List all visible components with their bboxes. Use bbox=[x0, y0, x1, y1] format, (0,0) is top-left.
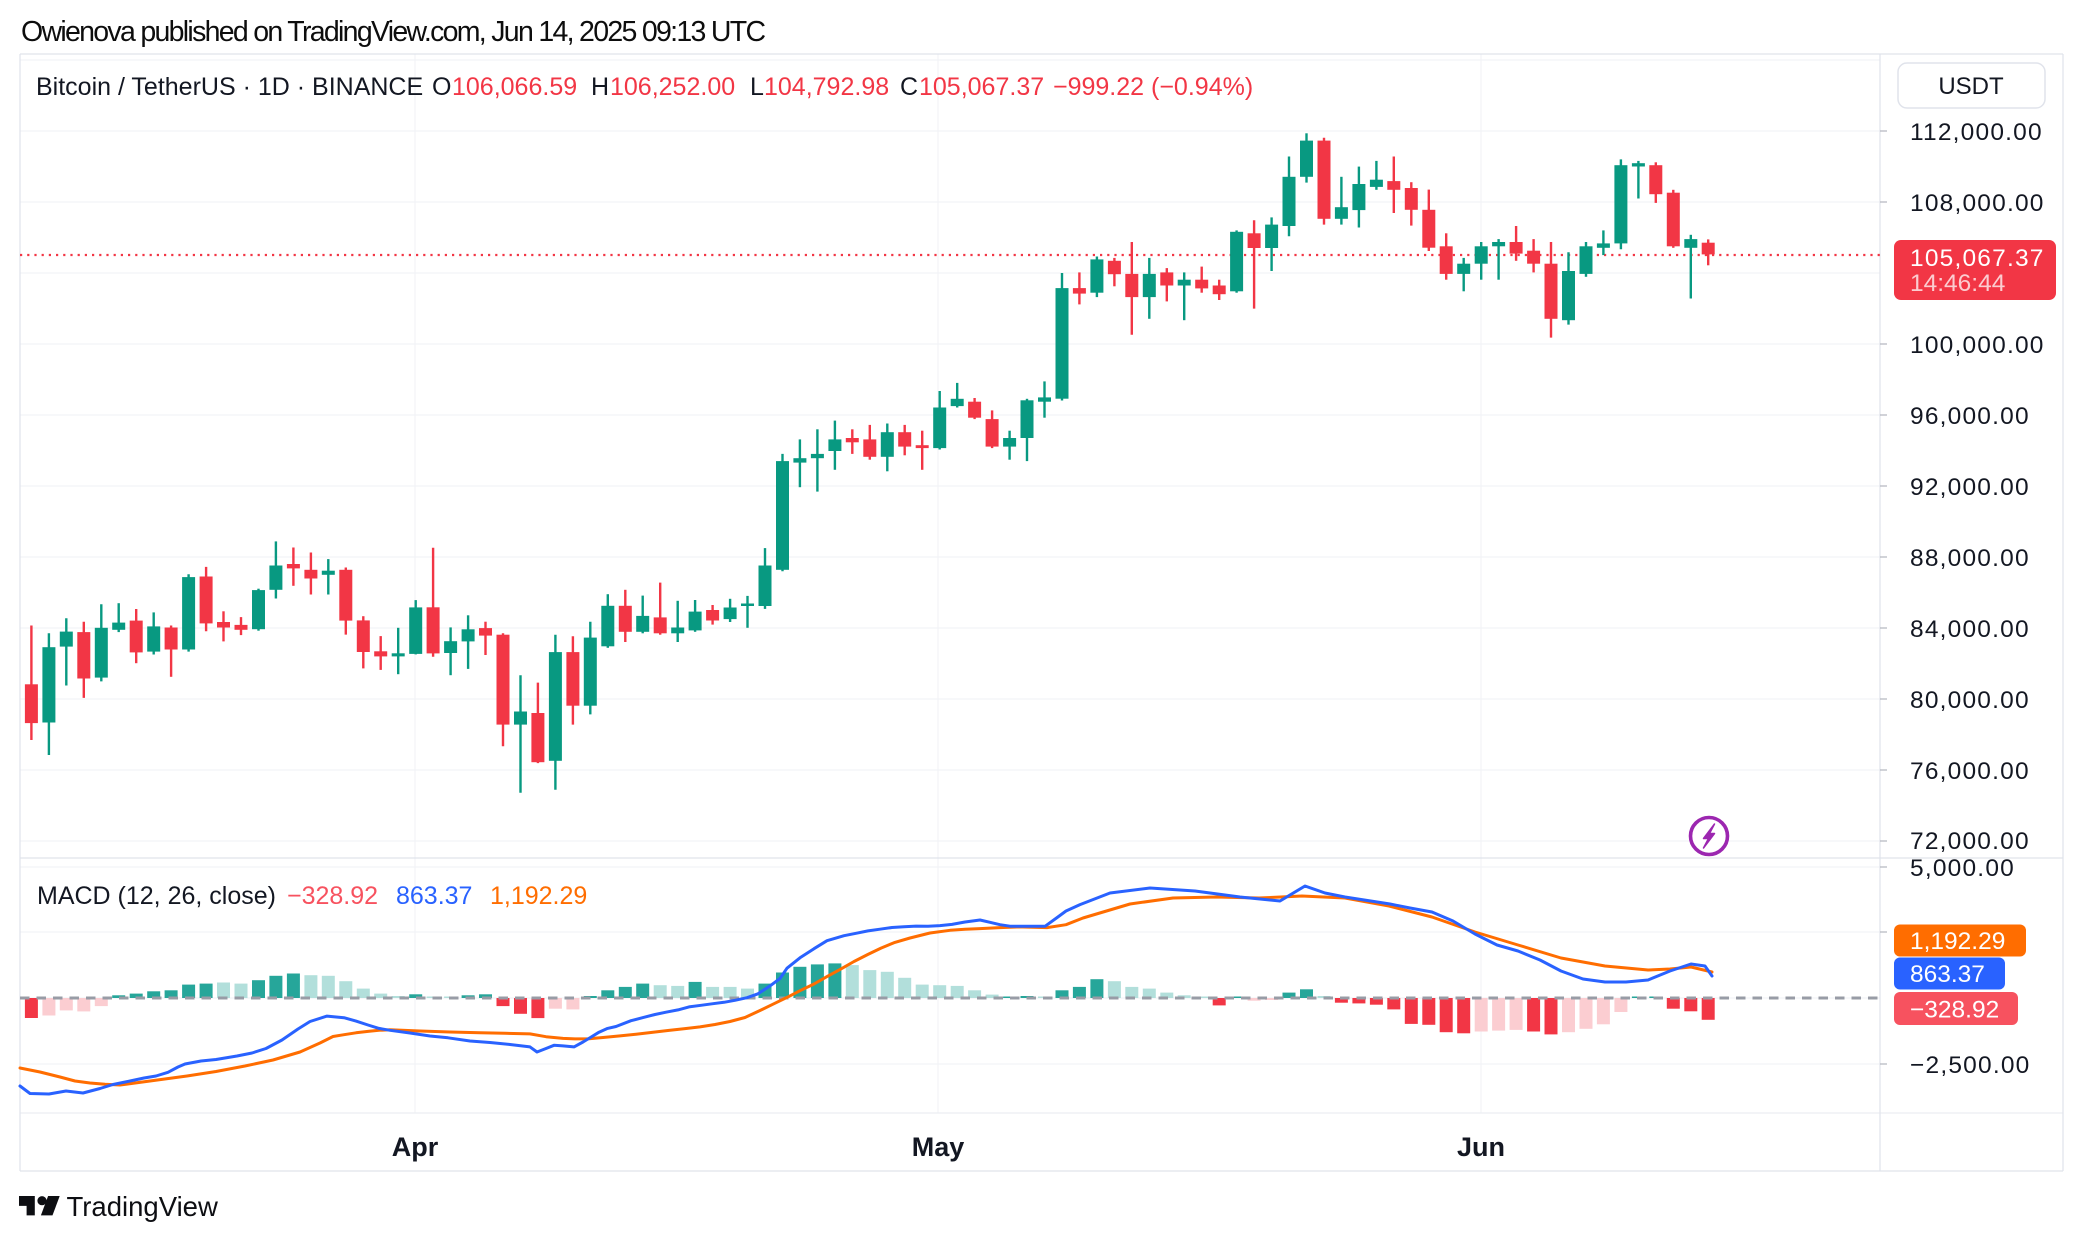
svg-text:88,000.00: 88,000.00 bbox=[1910, 545, 2030, 572]
svg-text:104,792.98: 104,792.98 bbox=[764, 73, 889, 101]
svg-text:TradingView: TradingView bbox=[67, 1191, 218, 1222]
svg-text:Bitcoin / TetherUS · 1D · BINA: Bitcoin / TetherUS · 1D · BINANCE bbox=[36, 73, 423, 101]
svg-text:1,192.29: 1,192.29 bbox=[1910, 928, 2005, 955]
svg-text:Owienova published on TradingV: Owienova published on TradingView.com, J… bbox=[21, 16, 766, 48]
svg-text:1,192.29: 1,192.29 bbox=[490, 882, 587, 910]
svg-text:−999.22 (−0.94%): −999.22 (−0.94%) bbox=[1053, 73, 1253, 101]
svg-text:5,000.00: 5,000.00 bbox=[1910, 855, 2015, 882]
svg-text:863.37: 863.37 bbox=[396, 882, 472, 910]
svg-text:H: H bbox=[591, 73, 609, 101]
svg-text:−2,500.00: −2,500.00 bbox=[1910, 1052, 2030, 1079]
svg-text:105,067.37: 105,067.37 bbox=[1910, 245, 2045, 272]
svg-text:MACD (12, 26, close): MACD (12, 26, close) bbox=[37, 882, 276, 910]
svg-text:100,000.00: 100,000.00 bbox=[1910, 332, 2045, 359]
svg-text:92,000.00: 92,000.00 bbox=[1910, 474, 2030, 501]
svg-text:14:46:44: 14:46:44 bbox=[1910, 270, 2005, 297]
svg-text:84,000.00: 84,000.00 bbox=[1910, 616, 2030, 643]
svg-text:Apr: Apr bbox=[392, 1132, 439, 1162]
svg-text:106,066.59: 106,066.59 bbox=[452, 73, 577, 101]
svg-text:May: May bbox=[912, 1132, 965, 1162]
svg-text:−328.92: −328.92 bbox=[287, 882, 378, 910]
svg-text:863.37: 863.37 bbox=[1910, 961, 1985, 988]
svg-text:96,000.00: 96,000.00 bbox=[1910, 403, 2030, 430]
svg-text:−328.92: −328.92 bbox=[1910, 997, 1999, 1024]
svg-text:112,000.00: 112,000.00 bbox=[1910, 119, 2043, 146]
svg-text:L: L bbox=[750, 73, 764, 101]
svg-text:O: O bbox=[432, 73, 451, 101]
svg-text:106,252.00: 106,252.00 bbox=[610, 73, 735, 101]
svg-text:76,000.00: 76,000.00 bbox=[1910, 758, 2030, 785]
svg-text:Jun: Jun bbox=[1457, 1132, 1505, 1162]
svg-text:105,067.37: 105,067.37 bbox=[919, 73, 1044, 101]
svg-text:C: C bbox=[900, 73, 918, 101]
svg-text:USDT: USDT bbox=[1938, 73, 2004, 100]
svg-text:108,000.00: 108,000.00 bbox=[1910, 190, 2045, 217]
svg-text:80,000.00: 80,000.00 bbox=[1910, 687, 2030, 714]
svg-text:72,000.00: 72,000.00 bbox=[1910, 828, 2030, 855]
